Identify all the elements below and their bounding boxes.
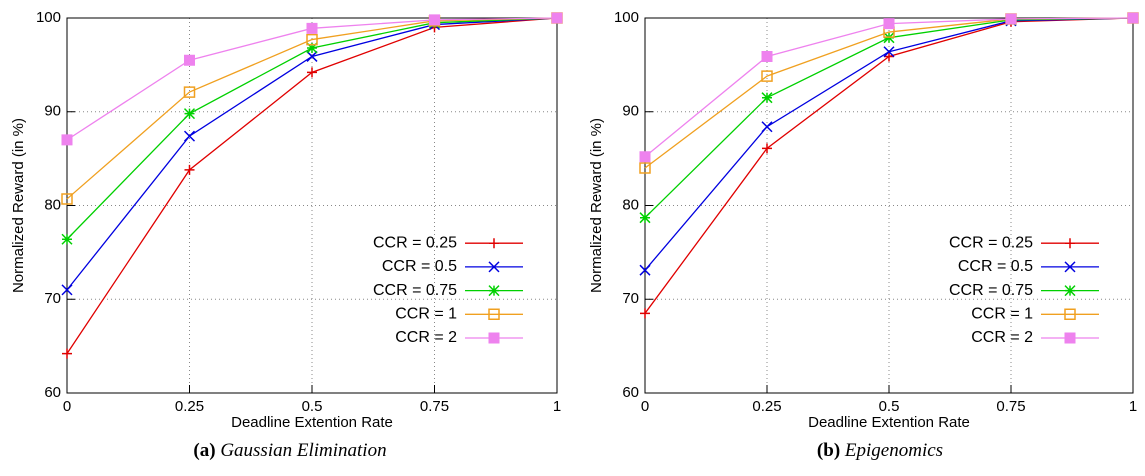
data-point <box>884 51 894 62</box>
legend-marker <box>488 308 500 321</box>
legend-label: CCR = 0.25 <box>949 234 1033 251</box>
data-point <box>306 22 318 34</box>
x-tick-label: 0 <box>641 398 649 415</box>
y-axis-label: Normalized Reward (in %) <box>10 118 27 293</box>
y-tick-label: 90 <box>622 103 639 120</box>
data-point <box>306 50 318 62</box>
y-tick-label: 80 <box>622 196 639 213</box>
data-point <box>306 33 318 46</box>
legend-marker <box>1064 285 1076 297</box>
y-tick-label: 80 <box>44 196 61 213</box>
data-point <box>183 130 196 142</box>
data-point <box>762 143 772 154</box>
data-point <box>1005 13 1017 25</box>
data-point <box>551 12 563 24</box>
x-tick-label: 1 <box>553 398 561 415</box>
legend-label: CCR = 1 <box>395 306 457 323</box>
y-axis-label: Normalized Reward (in %) <box>588 118 605 293</box>
y-tick-label: 90 <box>44 103 61 120</box>
data-point <box>184 164 195 175</box>
x-axis-label: Deadline Extention Rate <box>808 414 970 431</box>
legend-label: CCR = 2 <box>395 329 457 346</box>
data-point <box>761 50 773 62</box>
x-tick-label: 0.5 <box>879 398 900 415</box>
x-axis-label: Deadline Extention Rate <box>231 414 393 431</box>
data-point <box>61 284 73 296</box>
plot-frame <box>66 17 558 394</box>
x-tick-label: 0.5 <box>302 398 323 415</box>
legend-label: CCR = 0.75 <box>373 282 457 299</box>
data-point <box>61 233 73 245</box>
y-tick-label: 70 <box>622 290 639 307</box>
caption-text: Gaussian Elimination <box>220 440 386 461</box>
data-point <box>761 92 773 104</box>
legend-marker <box>488 332 500 344</box>
x-tick-label: 0 <box>63 398 71 415</box>
legend-marker <box>1064 261 1076 273</box>
data-point <box>883 18 895 30</box>
legend-marker <box>1064 332 1076 344</box>
data-point <box>639 162 651 174</box>
chart: 60 70 80 90 100 0 0.25 0.5 0.75 1 Deadline Extenti… <box>10 9 563 461</box>
caption-text: Epigenomics <box>844 440 943 461</box>
y-tick-label: 100 <box>36 9 61 26</box>
legend-label: CCR = 1 <box>971 306 1033 323</box>
legend-marker <box>488 261 500 273</box>
data-point <box>1127 12 1139 24</box>
x-tick-label: 0.75 <box>996 398 1025 415</box>
caption: (a) Gaussian Elimination <box>193 440 386 461</box>
x-tick-label: 0.25 <box>175 398 204 415</box>
caption-label: (b) <box>817 440 840 461</box>
legend-label: CCR = 0.5 <box>958 258 1033 275</box>
data-point <box>307 67 317 78</box>
data-point <box>639 264 651 276</box>
series-line <box>644 17 1134 219</box>
y-tick-label: 60 <box>622 384 639 401</box>
x-tick-label: 0.75 <box>420 398 449 415</box>
data-point <box>639 151 651 163</box>
data-point <box>183 86 196 98</box>
data-point <box>306 42 318 54</box>
x-tick-label: 1 <box>1129 398 1137 415</box>
y-tick-label: 100 <box>614 9 639 26</box>
x-tick-label: 0.25 <box>752 398 781 415</box>
y-tick-label: 60 <box>44 384 61 401</box>
legend-label: CCR = 0.25 <box>373 234 457 251</box>
legend-marker <box>1064 308 1076 321</box>
data-point <box>639 212 651 224</box>
y-tick-label: 70 <box>44 290 61 307</box>
caption: (b) Epigenomics <box>817 440 943 461</box>
caption-label: (a) <box>193 440 215 461</box>
data-point <box>62 348 72 359</box>
data-point <box>183 108 196 120</box>
data-point <box>761 70 773 82</box>
data-point <box>640 308 650 319</box>
legend-marker <box>1065 238 1075 249</box>
data-point <box>184 54 195 66</box>
data-point <box>883 46 895 58</box>
legend-label: CCR = 0.5 <box>382 258 457 275</box>
legend-marker <box>489 238 499 249</box>
legend-label: CCR = 2 <box>971 329 1033 346</box>
plot-frame <box>644 17 1134 394</box>
data-point <box>429 14 440 26</box>
data-point <box>761 121 773 133</box>
chart: 60 70 80 90 100 0 0.25 0.5 0.75 1 Deadline Extenti… <box>588 9 1139 461</box>
legend-marker <box>488 285 500 297</box>
data-point <box>61 134 73 146</box>
legend-label: CCR = 0.75 <box>949 282 1033 299</box>
data-point <box>61 193 73 205</box>
